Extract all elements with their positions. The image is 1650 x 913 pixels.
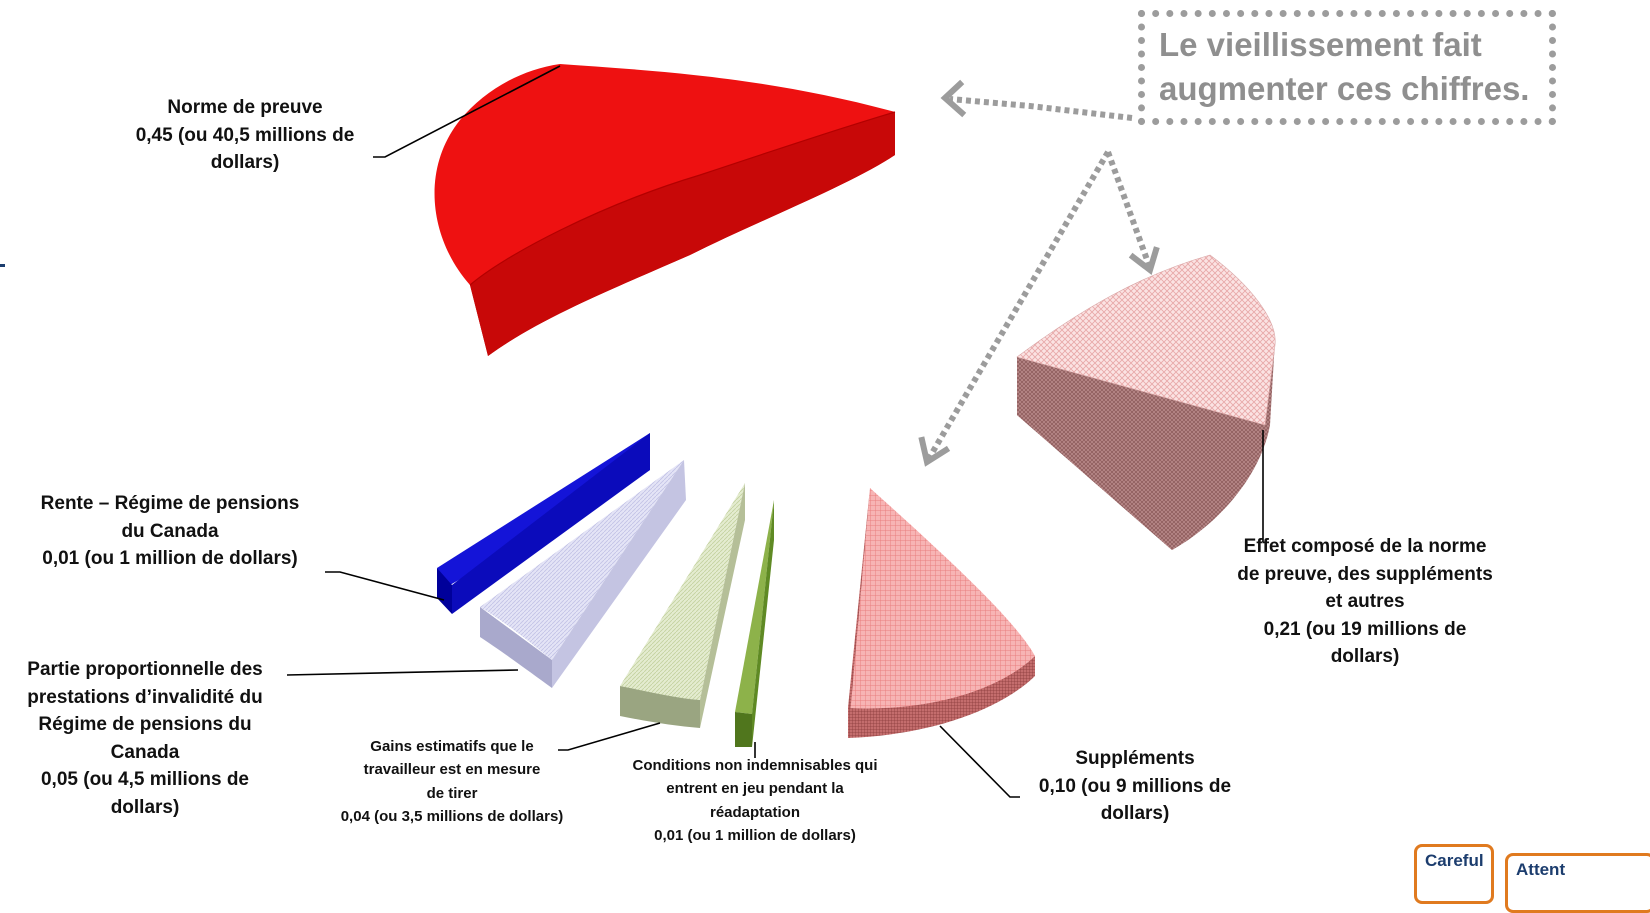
callout-arrows	[925, 96, 1153, 462]
label-norme-de-preuve: Norme de preuve 0,45 (ou 40,5 millions d…	[135, 97, 355, 174]
careful-badge: Careful	[1414, 844, 1494, 904]
leader-partie	[286, 669, 519, 676]
aging-callout: Le vieillissement fait augmenter ces chi…	[1138, 10, 1556, 125]
slice-conditions-non-indemnisables	[735, 500, 774, 747]
arrow-to-norme	[949, 96, 1133, 121]
slice-effet-compose	[1016, 254, 1276, 550]
slice-gains-estimatifs	[620, 483, 745, 728]
label-supplements: Suppléments 0,10 (ou 9 millions de dolla…	[1038, 748, 1232, 825]
callout-line-1: Le vieillissement fait	[1159, 26, 1482, 63]
arrow-to-supplements	[925, 150, 1111, 462]
slice-norme-de-preuve	[434, 64, 896, 356]
label-effet-compose: Effet composé de la norme de preuve, des…	[1237, 536, 1493, 668]
label-rente-rpc: Rente – Régime de pensions du Canada 0,0…	[40, 493, 300, 570]
attention-badge: Attent	[1505, 853, 1650, 913]
slice-supplements	[848, 488, 1035, 738]
leader-gains	[558, 722, 661, 751]
leader-supplements	[939, 725, 1020, 798]
leader-rente	[325, 571, 445, 601]
arrow-to-effet	[1105, 150, 1153, 270]
callout-line-2: augmenter ces chiffres.	[1159, 70, 1530, 107]
label-gains: Gains estimatifs que le travailleur est …	[340, 738, 564, 825]
arrow-heads	[918, 79, 1160, 467]
label-conditions: Conditions non indemnisables qui entrent…	[632, 757, 878, 844]
leader-lines	[286, 65, 1264, 798]
label-partie-proportionnelle: Partie proportionnelle des prestations d…	[27, 659, 263, 818]
slice-partie-proportionnelle	[480, 460, 686, 688]
slice-rente-rpc	[437, 433, 650, 614]
left-edge-mark	[0, 264, 5, 267]
leader-norme-de-preuve	[373, 65, 561, 158]
